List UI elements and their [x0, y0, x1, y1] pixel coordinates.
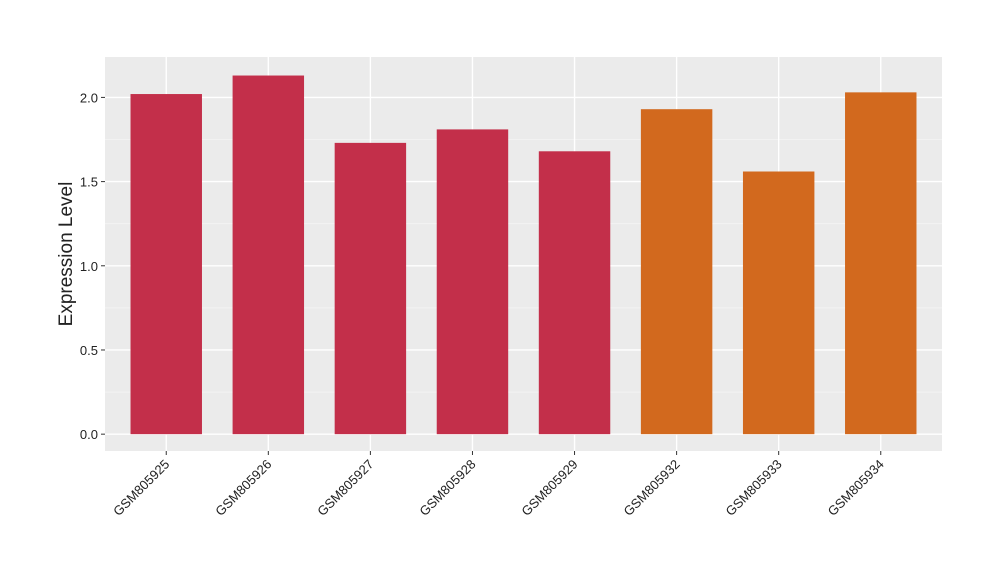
bar — [845, 92, 917, 435]
y-tick-label: 0.5 — [80, 343, 98, 358]
x-tick-label: GSM805932 — [621, 457, 683, 519]
x-tick-label: GSM805927 — [314, 457, 376, 519]
y-tick-label: 1.0 — [80, 259, 98, 274]
bar — [334, 142, 407, 435]
y-tick-label: 2.0 — [80, 90, 98, 105]
bar — [436, 129, 509, 435]
x-tick-label: GSM805926 — [212, 457, 274, 519]
bar — [538, 151, 611, 435]
bar — [640, 109, 713, 435]
bar — [742, 171, 815, 435]
bar — [130, 94, 202, 435]
x-tick-label: GSM805928 — [416, 457, 478, 519]
x-tick-label: GSM805929 — [518, 457, 580, 519]
y-axis-title: Expression Level — [56, 182, 77, 327]
x-tick-label: GSM805933 — [723, 457, 785, 519]
bar — [232, 75, 305, 435]
x-tick-label: GSM805934 — [825, 457, 887, 519]
y-tick-label: 1.5 — [80, 175, 98, 190]
x-tick-label: GSM805925 — [110, 457, 172, 519]
y-tick-label: 0.0 — [80, 427, 98, 442]
